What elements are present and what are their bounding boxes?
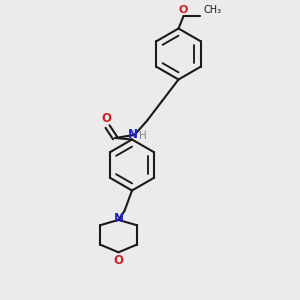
Text: O: O [179, 5, 188, 15]
Text: CH₃: CH₃ [203, 5, 221, 15]
Text: O: O [102, 112, 112, 125]
Text: O: O [113, 254, 123, 267]
Text: H: H [139, 130, 147, 140]
Text: N: N [113, 212, 124, 226]
Text: N: N [128, 128, 138, 141]
